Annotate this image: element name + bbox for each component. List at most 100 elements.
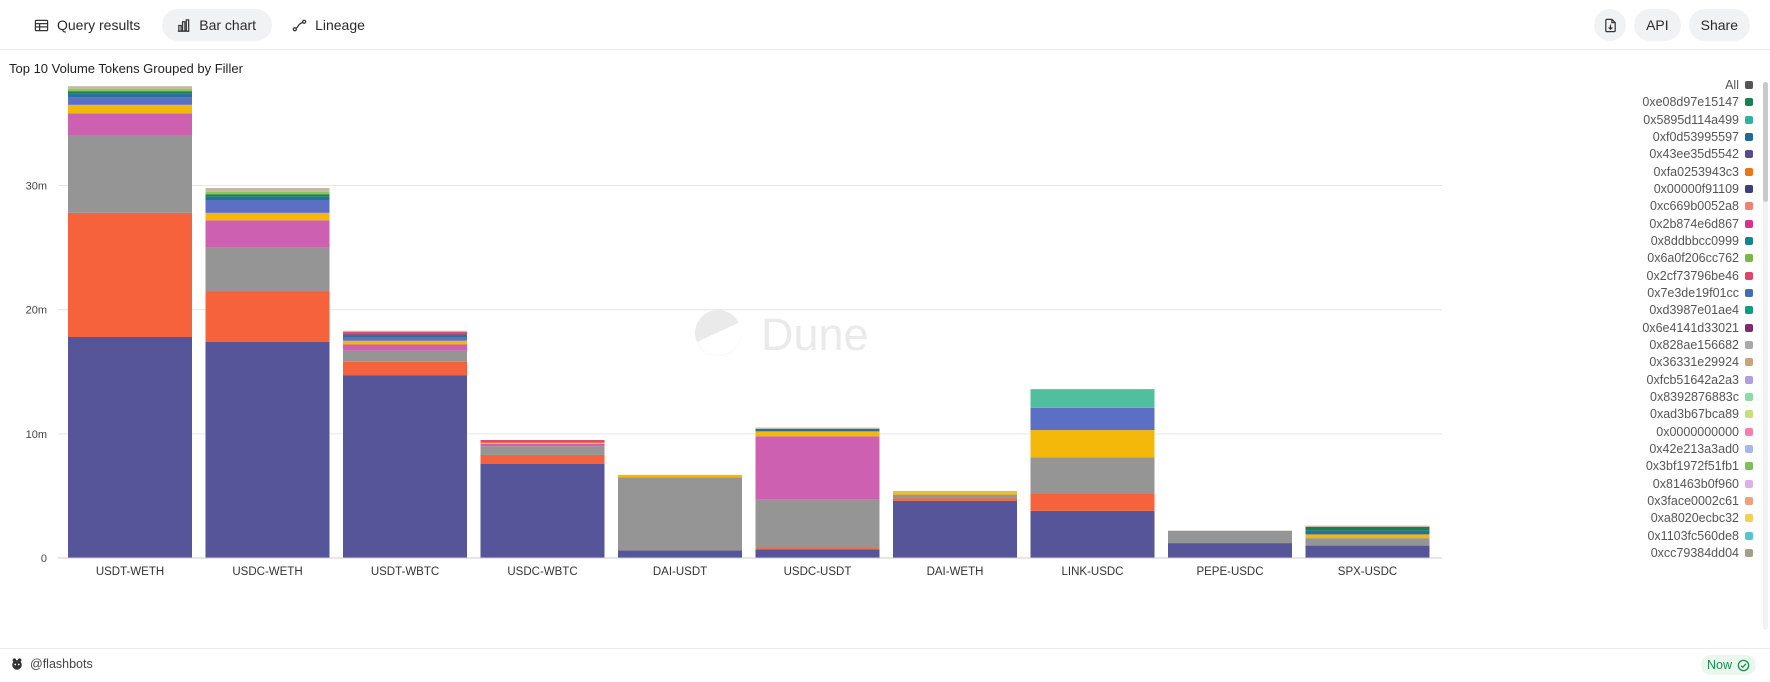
x-tick-label: USDC-USDT xyxy=(784,566,852,578)
legend-item[interactable]: 0xad3b67bca89 xyxy=(1650,406,1753,422)
legend-item[interactable]: All xyxy=(1725,80,1753,93)
legend-swatch xyxy=(1745,115,1753,124)
legend-item[interactable]: 0x8ddbbcc0999 xyxy=(1651,233,1753,249)
tab-label: Query results xyxy=(57,17,141,33)
owner-avatar-icon xyxy=(12,658,22,670)
legend-item[interactable]: 0x3bf1972f51fb1 xyxy=(1646,458,1753,474)
api-button[interactable]: API xyxy=(1634,9,1681,41)
dune-watermark: Dune xyxy=(695,309,869,360)
legend-item[interactable]: 0xc669b0052a8 xyxy=(1650,198,1753,214)
bar-segment xyxy=(893,500,1017,558)
owner-link[interactable]: @flashbots xyxy=(10,657,93,671)
legend-item[interactable]: 0xcc79384dd04 xyxy=(1651,545,1753,561)
bar-segment xyxy=(893,490,1017,493)
tab-lineage[interactable]: Lineage xyxy=(278,9,381,41)
table-icon xyxy=(34,19,49,31)
toolbar-actions: API Share xyxy=(1594,9,1750,41)
bar-segment xyxy=(1030,389,1155,408)
bar-segment xyxy=(1030,407,1155,431)
check-circle-icon xyxy=(1737,659,1750,671)
legend-label: 0x8392876883c xyxy=(1650,389,1739,404)
owner-name: @flashbots xyxy=(30,657,93,671)
bar-segment xyxy=(1305,538,1430,546)
legend-item[interactable]: 0xd3987e01ae4 xyxy=(1649,302,1753,318)
legend-item[interactable]: 0x6e4141d33021 xyxy=(1642,320,1753,336)
bar-segment xyxy=(480,440,605,443)
legend-scrollbar[interactable] xyxy=(1763,82,1768,202)
legend-swatch xyxy=(1745,531,1753,540)
legend-label: 0x43ee35d5542 xyxy=(1649,147,1739,162)
bar-segment xyxy=(68,212,192,338)
legend-item[interactable]: 0xf0d53995597 xyxy=(1653,129,1753,145)
legend-item[interactable]: 0x828ae156682 xyxy=(1649,337,1753,353)
legend-item[interactable]: 0x7e3de19f01cc xyxy=(1647,285,1753,301)
legend-label: 0x2cf73796be46 xyxy=(1646,268,1739,283)
share-button[interactable]: Share xyxy=(1688,9,1750,41)
legend-label: 0x0000000000 xyxy=(1656,424,1739,439)
x-tick-label: USDT-WETH xyxy=(96,566,164,578)
legend-item[interactable]: 0x00000f91109 xyxy=(1654,181,1753,197)
legend-item[interactable]: 0x81463b0f960 xyxy=(1653,476,1753,492)
legend-item[interactable]: 0xfa0253943c3 xyxy=(1654,164,1753,180)
bar-segment xyxy=(480,443,605,447)
legend-swatch xyxy=(1745,271,1753,280)
y-tick-label: 0 xyxy=(41,553,47,565)
bar-segment xyxy=(755,549,880,558)
bar-segment xyxy=(618,474,742,478)
bar-segment xyxy=(205,247,330,292)
legend-item[interactable]: 0x3face0002c61 xyxy=(1647,493,1753,509)
legend-label: 0x36331e29924 xyxy=(1649,355,1739,370)
legend-item[interactable]: 0x5895d114a499 xyxy=(1643,112,1753,128)
legend-swatch xyxy=(1745,410,1753,419)
legend-item[interactable]: 0x43ee35d5542 xyxy=(1649,146,1753,162)
legend-swatch xyxy=(1745,548,1753,557)
legend-swatch xyxy=(1745,150,1753,159)
bar-segment xyxy=(755,499,880,549)
legend-item[interactable]: 0x2b874e6d867 xyxy=(1649,216,1753,232)
bar-segment xyxy=(68,104,192,114)
tab-bar-chart[interactable]: Bar chart xyxy=(162,9,273,41)
legend-item[interactable]: 0xa8020ecbc32 xyxy=(1651,510,1753,526)
legend-item[interactable]: 0xe08d97e15147 xyxy=(1642,94,1753,110)
legend-scroll-track[interactable] xyxy=(1763,82,1768,630)
view-tabs: Query results Bar chart Lineage xyxy=(20,9,381,41)
x-tick-label: USDC-WETH xyxy=(232,566,302,578)
legend-item[interactable]: 0x8392876883c xyxy=(1650,389,1753,405)
chart-legend: All 0xe08d97e15147 0x5895d114a499 0xf0d5399… xyxy=(1600,80,1770,630)
bar-segment xyxy=(1168,543,1292,558)
status-label: Now xyxy=(1706,658,1732,672)
x-tick-label: USDC-WBTC xyxy=(507,566,577,578)
legend-item[interactable]: 0xfcb51642a2a3 xyxy=(1647,372,1753,388)
legend-item[interactable]: 0x36331e29924 xyxy=(1649,354,1753,370)
bar-segment xyxy=(618,477,742,551)
legend-label: 0xa8020ecbc32 xyxy=(1650,511,1739,526)
refresh-status-badge[interactable]: Now xyxy=(1700,655,1756,675)
bar-segment xyxy=(1030,430,1155,458)
legend-item[interactable]: 0x0000000000 xyxy=(1656,424,1753,440)
legend-label: 0x00000f91109 xyxy=(1653,181,1739,196)
legend-item[interactable]: 0x42e213a3ad0 xyxy=(1649,441,1753,457)
legend-item[interactable]: 0x6a0f206cc762 xyxy=(1647,250,1753,266)
legend-swatch xyxy=(1745,288,1753,297)
export-button[interactable] xyxy=(1594,9,1627,41)
legend-label: 0xf0d53995597 xyxy=(1652,129,1739,144)
tab-query-results[interactable]: Query results xyxy=(20,9,156,41)
legend-label: 0x7e3de19f01cc xyxy=(1647,285,1739,300)
legend-item[interactable]: 0x2cf73796be46 xyxy=(1647,268,1753,284)
legend-item[interactable]: 0x1103fc560de8 xyxy=(1647,528,1753,544)
bar-segment xyxy=(893,492,1017,495)
bar-segment xyxy=(343,361,467,376)
bar-segment xyxy=(1030,510,1155,558)
legend-label: 0xd3987e01ae4 xyxy=(1649,303,1739,318)
legend-swatch xyxy=(1745,254,1753,263)
legend-label: 0x6a0f206cc762 xyxy=(1647,251,1739,266)
legend-label: 0xfcb51642a2a3 xyxy=(1646,372,1739,387)
legend-label: 0x42e213a3ad0 xyxy=(1649,441,1739,456)
bar-segment xyxy=(68,86,192,89)
bar-segment xyxy=(343,334,467,338)
bar-segment xyxy=(755,431,880,437)
footer: @flashbots Now xyxy=(0,648,1770,682)
legend-swatch xyxy=(1745,236,1753,245)
bar-chart: 0 10m 20m 30m Dune USDT-WETH USDC-WETH USDT-WBT… xyxy=(26,86,1442,578)
bar-segment xyxy=(205,200,330,213)
